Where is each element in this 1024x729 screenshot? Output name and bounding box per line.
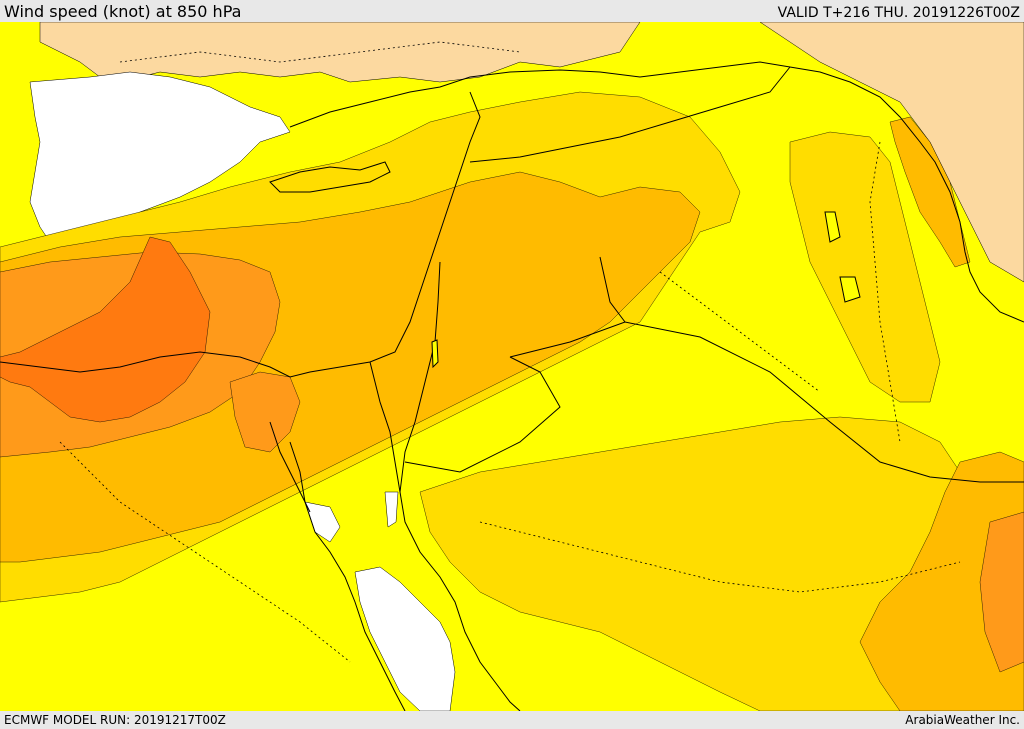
amber-region-zagros (889, 116, 971, 268)
dark-orange-region-core (0, 236, 211, 423)
orange-region-east (979, 511, 1024, 673)
border-iraq-saudi (509, 321, 1024, 483)
coastline-red-sea-west (289, 441, 406, 711)
dotted-border-1 (59, 441, 351, 663)
dotted-border-3 (869, 141, 901, 443)
map-area[interactable] (0, 22, 1024, 711)
border-iraq-iran (789, 66, 1024, 323)
orange-region-sinai (229, 371, 301, 453)
border-syria-iraq (599, 256, 626, 323)
dotted-border-4 (119, 41, 521, 63)
credit-label: ArabiaWeather Inc. (905, 713, 1020, 727)
header-bar: Wind speed (knot) at 850 hPa VALID T+216… (0, 0, 1024, 22)
lake-dead-sea (431, 339, 439, 369)
border-syria-turkey (469, 66, 791, 163)
island-cyprus (269, 161, 391, 193)
coastline-red-sea-east (399, 491, 521, 711)
border-egypt-israel (369, 361, 401, 493)
amber-region-southeast (859, 451, 1024, 711)
tan-region-north (39, 22, 641, 83)
white-region-aegean (29, 71, 291, 243)
lake-razzaza (839, 276, 861, 303)
valid-time-label: VALID T+216 THU. 20191226T00Z (777, 5, 1020, 21)
coastline-north-africa (0, 91, 481, 378)
wind-speed-map (0, 22, 1024, 711)
coastline-turkey-south (289, 61, 791, 128)
gold-region-iraq (789, 131, 941, 403)
white-region-red-sea (354, 566, 456, 711)
white-region-gulf-aqaba (384, 491, 399, 528)
lake-tharthar (824, 211, 841, 243)
dotted-border-5 (659, 271, 821, 393)
map-title: Wind speed (knot) at 850 hPa (4, 2, 242, 21)
model-run-label: ECMWF MODEL RUN: 20191217T00Z (4, 713, 226, 727)
border-jordan-saudi (404, 356, 561, 473)
border-israel-jordan (399, 261, 441, 493)
coastline-gulf-suez (269, 421, 311, 513)
footer-bar: ECMWF MODEL RUN: 20191217T00Z ArabiaWeat… (0, 711, 1024, 729)
